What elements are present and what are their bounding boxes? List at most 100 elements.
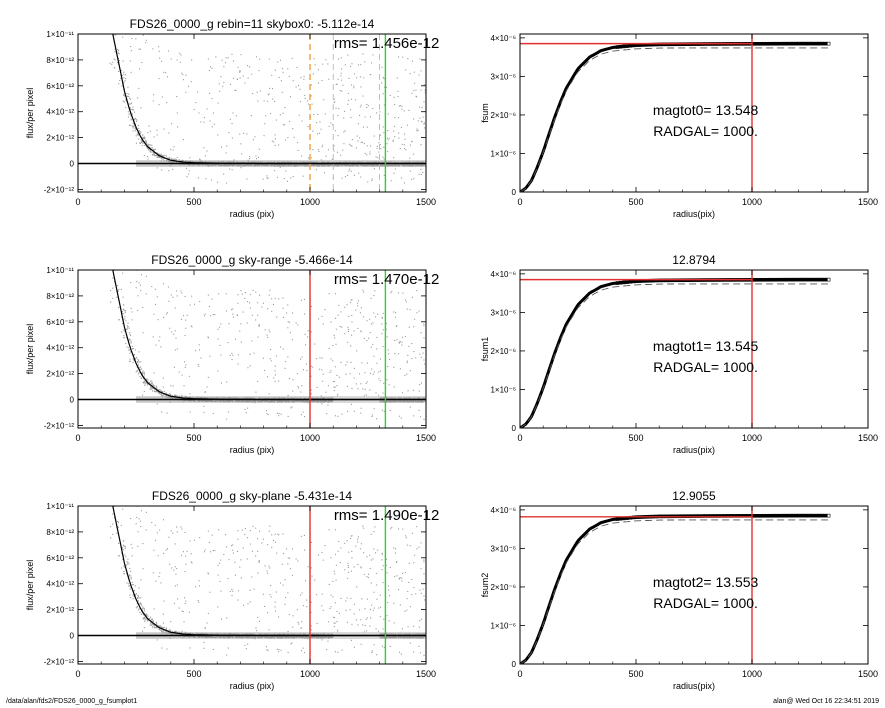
- scatter-point: [188, 173, 190, 175]
- scatter-point: [394, 168, 396, 170]
- scatter-point: [366, 126, 368, 128]
- scatter-point: [330, 370, 332, 372]
- scatter-point: [149, 130, 151, 132]
- scatter-point: [129, 60, 131, 62]
- scatter-point: [298, 387, 300, 389]
- scatter-point: [165, 313, 167, 315]
- scatter-point: [160, 156, 162, 158]
- scatter-point: [333, 381, 335, 383]
- scatter-point: [364, 61, 366, 63]
- scatter-point: [254, 136, 256, 138]
- scatter-point: [321, 357, 323, 359]
- chart-panel-3: 0 500 1000 1500-2×10⁻¹²02×10⁻¹²4×10⁻¹²6×10⁻…: [25, 190, 439, 455]
- scatter-point: [181, 374, 183, 376]
- scatter-point: [289, 96, 291, 98]
- scatter-point: [353, 410, 355, 412]
- scatter-point: [210, 315, 212, 317]
- scatter-point: [357, 327, 359, 329]
- scatter-point: [387, 139, 389, 141]
- scatter-point: [161, 158, 163, 160]
- scatter-point: [134, 125, 136, 127]
- scatter-point: [375, 156, 377, 158]
- scatter-point: [128, 339, 130, 341]
- scatter-point: [220, 382, 222, 384]
- scatter-point: [348, 315, 350, 317]
- scatter-point: [422, 116, 424, 118]
- scatter-point: [380, 148, 382, 150]
- scatter-point: [310, 389, 312, 391]
- scatter-point: [379, 358, 381, 360]
- scatter-point: [343, 117, 345, 119]
- scatter-point: [145, 140, 147, 142]
- scatter-point: [339, 90, 341, 92]
- x-tick-label: 500: [628, 197, 643, 207]
- scatter-point: [372, 107, 374, 109]
- scatter-point: [262, 178, 264, 180]
- scatter-point: [144, 383, 146, 385]
- scatter-point: [397, 90, 399, 92]
- scatter-point: [147, 148, 149, 150]
- scatter-point: [130, 307, 132, 309]
- scatter-point: [347, 92, 349, 94]
- scatter-point: [416, 128, 418, 130]
- scatter-point: [324, 113, 326, 115]
- scatter-point: [130, 339, 132, 341]
- scatter-point: [372, 373, 374, 375]
- scatter-point: [249, 307, 251, 309]
- scatter-point: [420, 173, 422, 175]
- scatter-point: [146, 384, 148, 386]
- scatter-point: [424, 363, 426, 365]
- scatter-point: [408, 326, 410, 328]
- scatter-point: [163, 316, 165, 318]
- scatter-point: [168, 170, 170, 172]
- scatter-point: [303, 416, 305, 418]
- scatter-point: [130, 282, 132, 284]
- scatter-point: [117, 190, 118, 191]
- scatter-point: [242, 75, 244, 77]
- scatter-point: [310, 84, 312, 86]
- scatter-point: [214, 314, 216, 316]
- scatter-point: [241, 293, 243, 295]
- scatter-point: [389, 359, 391, 361]
- scatter-point: [123, 101, 125, 103]
- scatter-point: [291, 406, 293, 408]
- scatter-point: [229, 118, 231, 120]
- scatter-point: [264, 123, 266, 125]
- scatter-point: [116, 263, 117, 264]
- scatter-point: [158, 78, 160, 80]
- scatter-point: [299, 101, 301, 103]
- scatter-point: [367, 181, 369, 183]
- scatter-point: [130, 257, 131, 258]
- scatter-point: [377, 313, 379, 315]
- scatter-point: [310, 95, 312, 97]
- scatter-point: [118, 60, 120, 62]
- scatter-point: [245, 412, 247, 414]
- scatter-point: [351, 98, 353, 100]
- scatter-point: [159, 393, 161, 395]
- scatter-point: [285, 170, 287, 172]
- scatter-point: [382, 126, 384, 128]
- scatter-point: [205, 178, 207, 180]
- scatter-point: [153, 151, 155, 153]
- scatter-point: [330, 321, 332, 323]
- scatter-point: [277, 61, 279, 63]
- scatter-point: [163, 390, 165, 392]
- scatter-point: [300, 391, 302, 393]
- scatter-point: [335, 328, 337, 330]
- scatter-point: [347, 341, 349, 343]
- scatter-point: [244, 82, 246, 84]
- x-tick-label: 1000: [300, 197, 320, 207]
- scatter-point: [217, 328, 219, 330]
- scatter-point: [156, 155, 158, 157]
- scatter-point: [209, 120, 211, 122]
- scatter-point: [137, 134, 139, 136]
- scatter-point: [249, 158, 251, 160]
- scatter-point: [261, 306, 263, 308]
- scatter-point: [388, 384, 390, 386]
- scatter-point: [139, 68, 141, 70]
- scatter-point: [331, 158, 333, 160]
- y-tick-label: 4×10⁻⁶: [490, 34, 516, 43]
- scatter-point: [226, 182, 228, 184]
- scatter-point: [385, 328, 387, 330]
